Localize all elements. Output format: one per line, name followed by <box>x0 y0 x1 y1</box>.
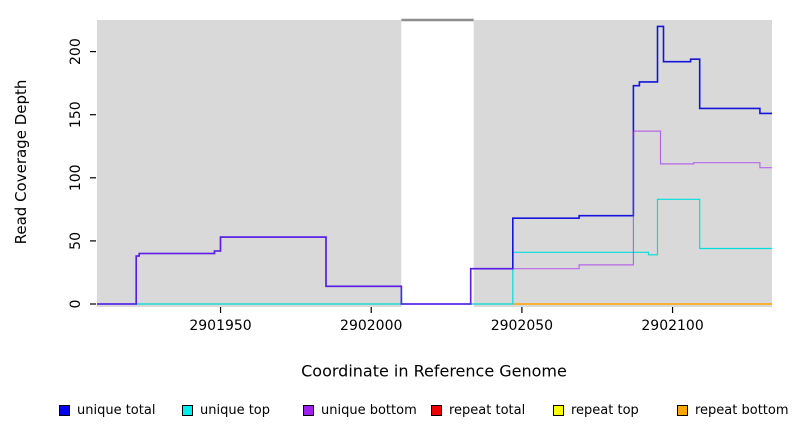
x-tick-label: 2902050 <box>491 318 553 334</box>
x-tick-label: 2902000 <box>340 318 402 334</box>
y-tick-label: 100 <box>68 164 84 191</box>
y-tick-label: 50 <box>68 232 84 250</box>
series-unique-bottom <box>97 130 772 305</box>
y-axis-title: Read Coverage Depth <box>12 79 30 245</box>
x-tick-label: 2902100 <box>641 318 703 334</box>
y-tick-label: 0 <box>68 300 84 309</box>
series-unique-top <box>97 198 772 305</box>
alignable-region <box>97 20 402 307</box>
y-tick-label: 200 <box>68 38 84 65</box>
x-axis-title: Coordinate in Reference Genome <box>301 361 567 381</box>
alignable-region <box>473 20 772 307</box>
x-tick-label: 2901950 <box>189 318 251 334</box>
y-tick-label: 150 <box>68 101 84 128</box>
